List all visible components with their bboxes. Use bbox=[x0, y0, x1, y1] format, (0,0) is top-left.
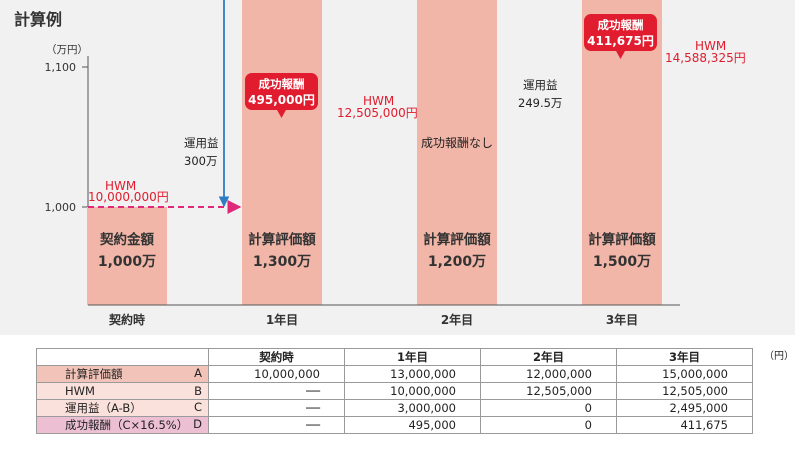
row-label: 成功報酬（C×16.5%） bbox=[65, 418, 189, 432]
row-code: D bbox=[193, 417, 202, 431]
table-cell: 411,675 bbox=[616, 416, 753, 434]
table-header-year1: 1年目 bbox=[344, 348, 481, 366]
row-code: C bbox=[193, 400, 202, 414]
chart: 計算例（万円）1,0001,1001,2001,3001,4001,500契約金… bbox=[14, 0, 746, 327]
no-fee-note: 成功報酬なし bbox=[421, 136, 493, 150]
row-code: A bbox=[194, 366, 202, 380]
callout-pointer bbox=[276, 109, 287, 118]
x-tick-label: 契約時 bbox=[108, 312, 145, 327]
row-label: 運用益（A-B） bbox=[65, 401, 142, 415]
table-cell: 2,495,000 bbox=[616, 399, 753, 417]
hwm-value: 12,505,000円 bbox=[337, 106, 418, 120]
chart-panel: 計算例（万円）1,0001,1001,2001,3001,4001,500契約金… bbox=[0, 0, 795, 335]
bar-label-name: 計算評価額 bbox=[248, 231, 316, 248]
table-row: 計算評価額 A 10,000,000 13,000,000 12,000,000 … bbox=[36, 365, 753, 383]
row-label-cell: 成功報酬（C×16.5%） D bbox=[36, 416, 209, 434]
callout-value: 495,000円 bbox=[248, 93, 315, 107]
table-header-year3: 3年目 bbox=[616, 348, 753, 366]
gain-value: 300万 bbox=[184, 154, 217, 168]
row-label-cell: 計算評価額 A bbox=[36, 365, 209, 383]
table-row: 運用益（A-B） C ── 3,000,000 0 2,495,000 bbox=[36, 399, 753, 417]
bar-label-name: 計算評価額 bbox=[423, 231, 491, 248]
bar-label-value: 1,300万 bbox=[253, 254, 311, 270]
table-header-contract: 契約時 bbox=[208, 348, 345, 366]
bar bbox=[417, 0, 497, 305]
callout-title: 成功報酬 bbox=[259, 77, 305, 91]
table-cell: 12,505,000 bbox=[616, 382, 753, 400]
table-cell: 10,000,000 bbox=[208, 365, 345, 383]
table-cell: 495,000 bbox=[344, 416, 481, 434]
table-cell: 12,505,000 bbox=[480, 382, 617, 400]
bar-label-name: 計算評価額 bbox=[588, 231, 656, 248]
y-tick-label: 1,000 bbox=[45, 201, 77, 214]
data-table: 契約時 1年目 2年目 3年目 計算評価額 A 10,000,000 13,000… bbox=[36, 348, 753, 434]
bar-label-value: 1,200万 bbox=[428, 254, 486, 270]
x-tick-label: 1年目 bbox=[266, 312, 298, 327]
row-label-cell: 運用益（A-B） C bbox=[36, 399, 209, 417]
row-label: HWM bbox=[65, 384, 95, 398]
row-label-cell: HWM B bbox=[36, 382, 209, 400]
callout-title: 成功報酬 bbox=[598, 18, 644, 32]
x-tick-label: 3年目 bbox=[606, 312, 638, 327]
table-cell: ── bbox=[208, 399, 345, 417]
callout-box bbox=[245, 73, 318, 110]
x-tick-label: 2年目 bbox=[441, 312, 473, 327]
hwm-value: 14,588,325円 bbox=[665, 51, 746, 65]
table-cell: 0 bbox=[480, 416, 617, 434]
y-unit-label: （万円） bbox=[46, 44, 88, 56]
row-code: B bbox=[194, 384, 202, 398]
hwm-value: 10,000,000円 bbox=[88, 190, 169, 204]
y-tick-label: 1,100 bbox=[45, 61, 77, 74]
table-header-row: 契約時 1年目 2年目 3年目 bbox=[36, 348, 753, 366]
chart-title: 計算例 bbox=[14, 10, 62, 29]
bar-label-value: 1,500万 bbox=[593, 254, 651, 270]
table-cell: ── bbox=[208, 382, 345, 400]
table-cell: 3,000,000 bbox=[344, 399, 481, 417]
table-cell: 10,000,000 bbox=[344, 382, 481, 400]
table-cell: 0 bbox=[480, 399, 617, 417]
bar-label-value: 1,000万 bbox=[98, 254, 156, 270]
table-header-blank bbox=[36, 348, 209, 366]
gain-label: 運用益 bbox=[523, 78, 558, 92]
table-cell: 12,000,000 bbox=[480, 365, 617, 383]
table-cell: 13,000,000 bbox=[344, 365, 481, 383]
gain-value: 249.5万 bbox=[518, 96, 562, 110]
row-label: 計算評価額 bbox=[65, 367, 123, 381]
callout-box bbox=[584, 14, 657, 51]
table-row: 成功報酬（C×16.5%） D ── 495,000 0 411,675 bbox=[36, 416, 753, 434]
table-header-year2: 2年目 bbox=[480, 348, 617, 366]
hwm-label: HWM bbox=[105, 179, 136, 193]
table-cell: ── bbox=[208, 416, 345, 434]
callout-value: 411,675円 bbox=[587, 34, 654, 48]
gain-label: 運用益 bbox=[184, 136, 219, 150]
table-unit-note: （円） bbox=[764, 351, 794, 362]
bar bbox=[87, 207, 167, 305]
table-row: HWM B ── 10,000,000 12,505,000 12,505,000 bbox=[36, 382, 753, 400]
hwm-label: HWM bbox=[363, 94, 394, 108]
table-cell: 15,000,000 bbox=[616, 365, 753, 383]
callout-pointer bbox=[615, 50, 626, 59]
bar bbox=[242, 0, 322, 305]
bar-label-name: 契約金額 bbox=[99, 231, 154, 248]
hwm-label: HWM bbox=[695, 39, 726, 53]
